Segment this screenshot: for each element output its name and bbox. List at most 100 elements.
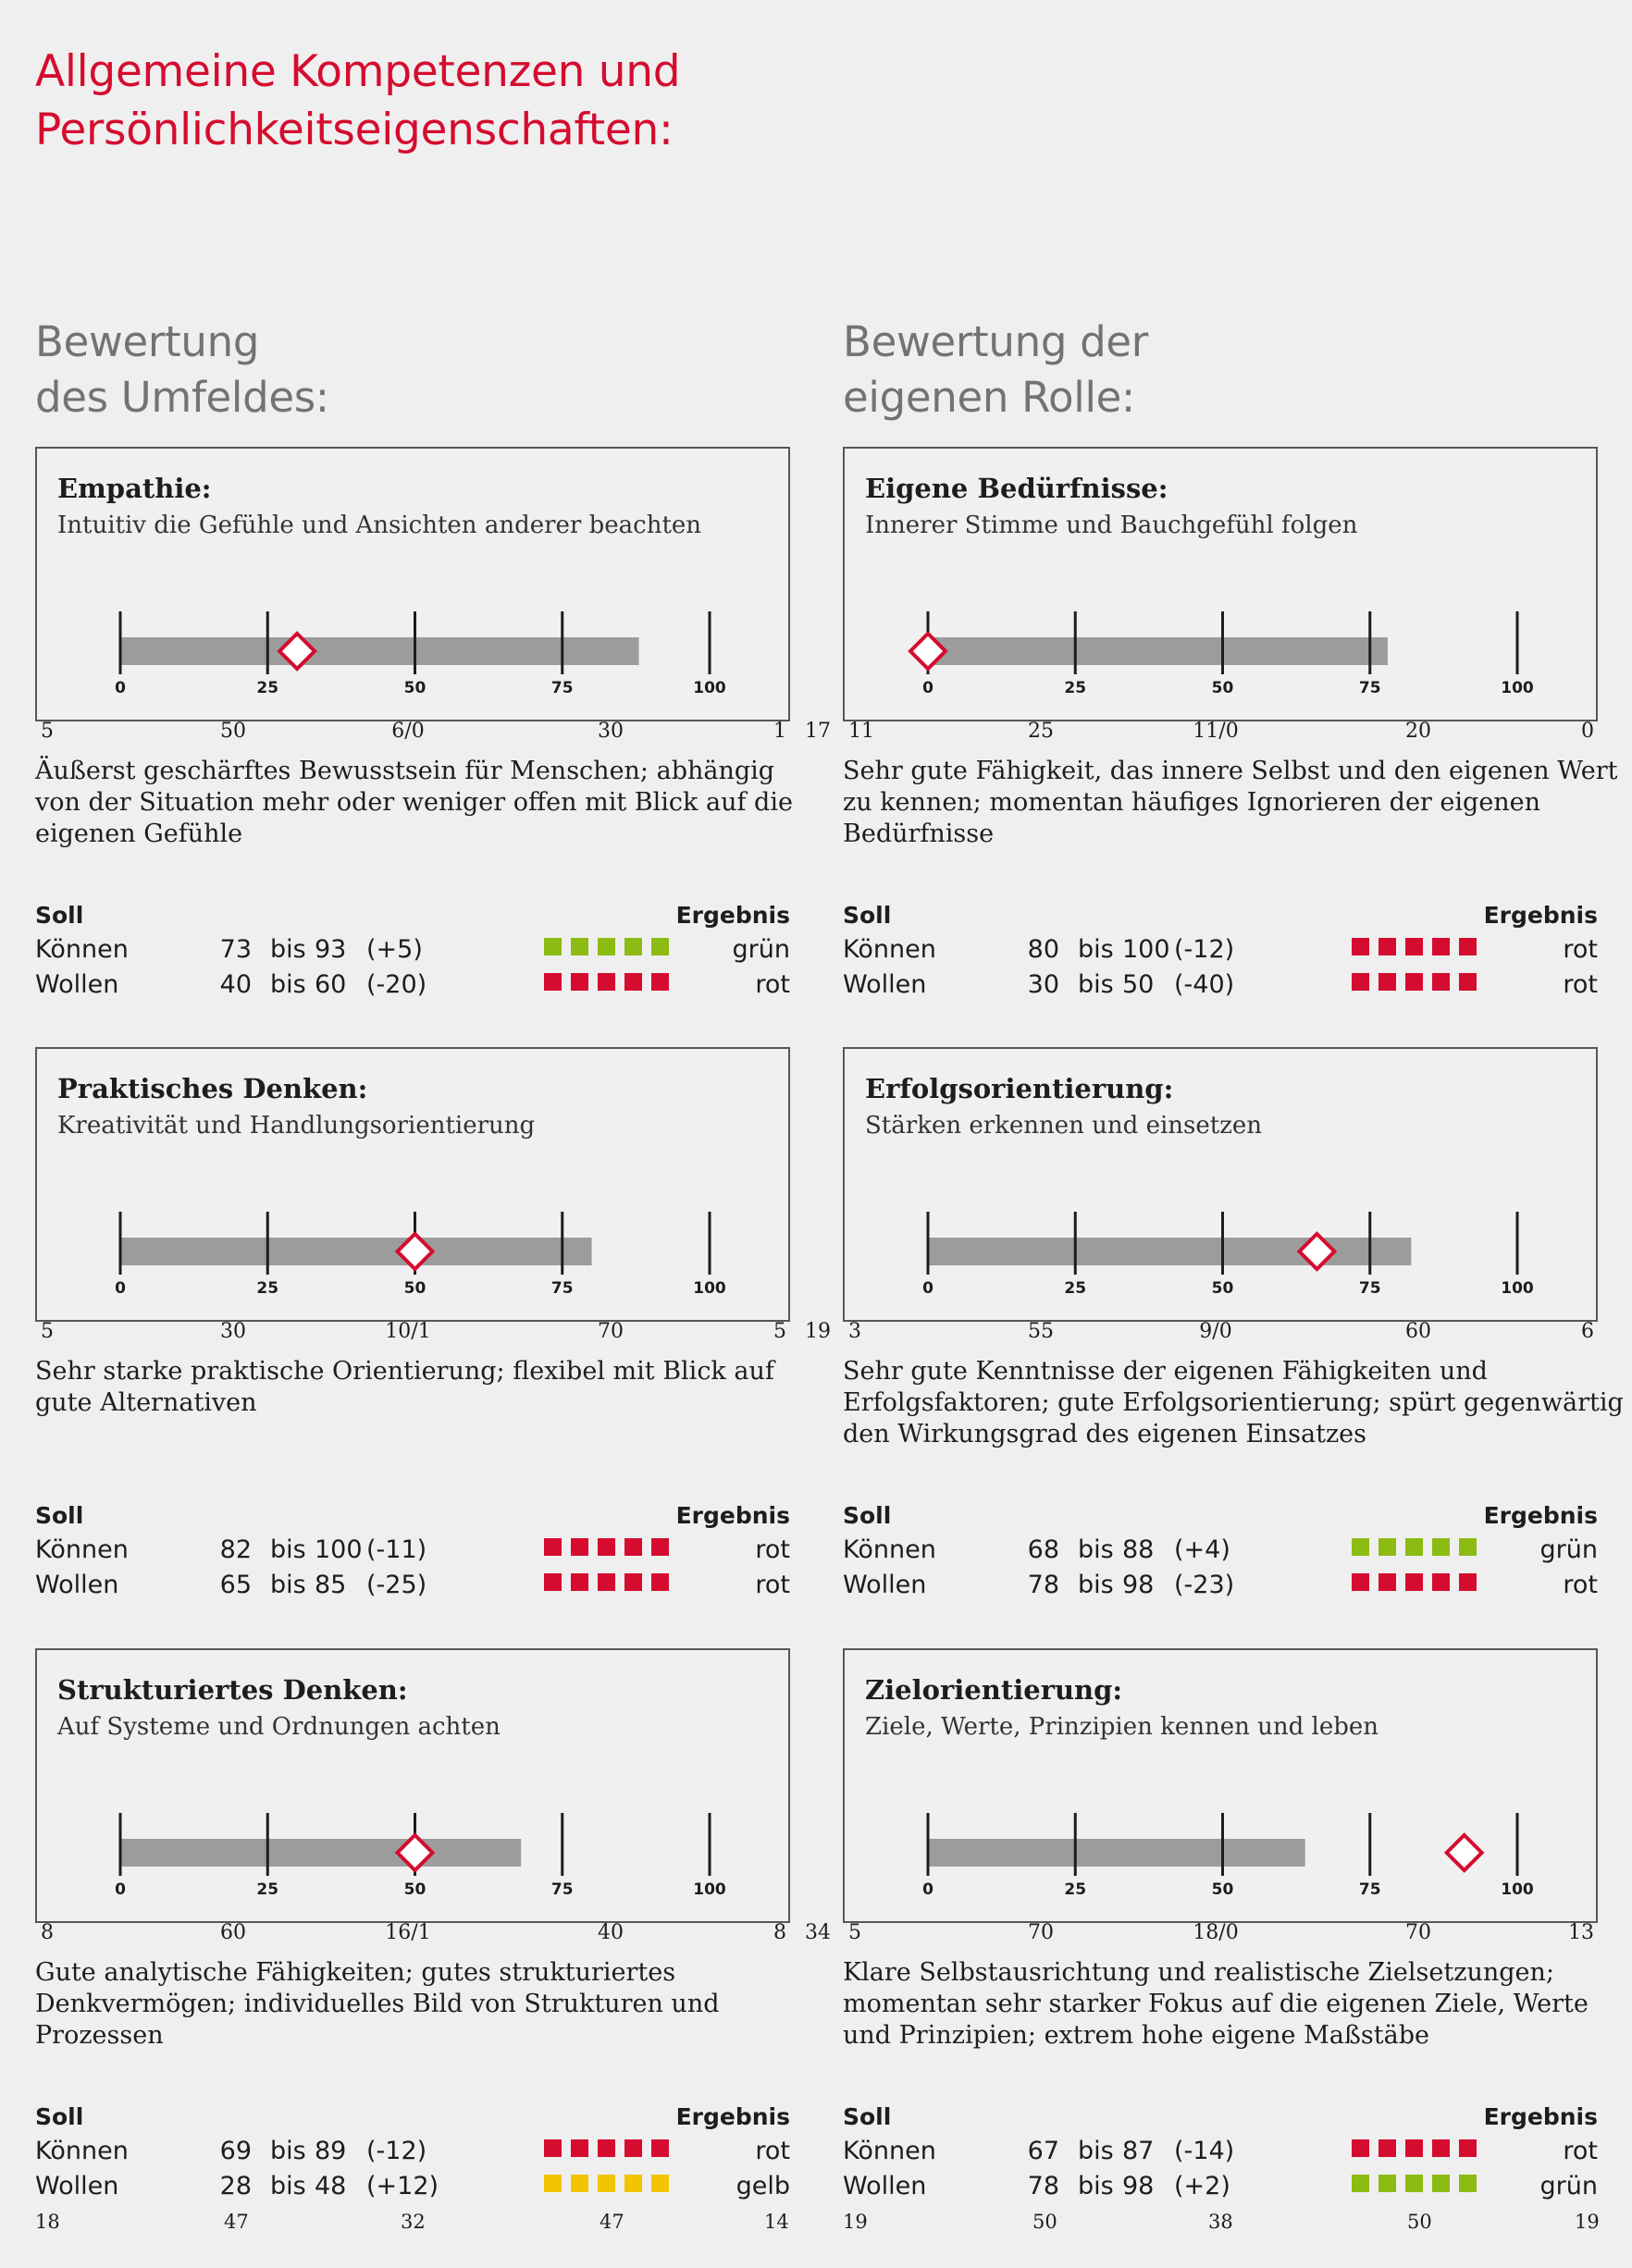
result-squares bbox=[544, 938, 669, 955]
result-row: Wollen 65 bis 85 (-25) rot bbox=[35, 1571, 790, 1606]
competence-box: Zielorientierung: Ziele, Werte, Prinzipie… bbox=[843, 1648, 1598, 1923]
description-line: Denkvermögen; individuelles Bild von Str… bbox=[35, 1990, 720, 2018]
competence-box: Erfolgsorientierung: Stärken erkennen und… bbox=[843, 1047, 1598, 1322]
competence-section: Eigene Bedürfnisse: Innerer Stimme und Ba… bbox=[843, 447, 1617, 999]
result-square bbox=[598, 2139, 615, 2157]
result-row: Wollen 78 bis 98 (-23) rot bbox=[843, 1571, 1598, 1606]
scale-tick-label: 100 bbox=[693, 1279, 726, 1298]
scale-tick-label: 25 bbox=[1064, 679, 1086, 697]
result-row: Können 82 bis 100 (-11) rot bbox=[35, 1535, 790, 1571]
row-to: 87 bbox=[1122, 2137, 1155, 2165]
code-value: 8 bbox=[41, 1921, 54, 1944]
page-title: Allgemeine Kompetenzen und Persönlichkei… bbox=[35, 43, 681, 159]
column-heading-rolle-line-1: Bewertung der bbox=[843, 317, 1148, 366]
score-marker bbox=[908, 631, 948, 672]
row-to: 100 bbox=[1122, 935, 1170, 964]
row-label: Wollen bbox=[843, 2172, 927, 2200]
competence-section: Praktisches Denken: Kreativität und Handl… bbox=[35, 1047, 790, 1599]
soll-label: Soll bbox=[35, 1502, 84, 1529]
row-to: 100 bbox=[315, 1535, 363, 1564]
competence-section: Erfolgsorientierung: Stärken erkennen und… bbox=[843, 1047, 1624, 1599]
column-heading-rolle-line-2: eigenen Rolle: bbox=[843, 373, 1135, 422]
result-squares bbox=[544, 973, 669, 991]
result-square bbox=[624, 2139, 642, 2157]
soll-label: Soll bbox=[35, 902, 84, 929]
result-square bbox=[651, 1538, 669, 1556]
result-row: Wollen 28 bis 48 (+12) gelb bbox=[35, 2172, 790, 2207]
row-to: 48 bbox=[315, 2172, 347, 2200]
row-result: rot bbox=[1563, 935, 1598, 964]
scale-tick-label: 50 bbox=[404, 1279, 427, 1298]
column-heading-umfeld-line-2: des Umfeldes: bbox=[35, 373, 329, 422]
description-line: eigenen Gefühle bbox=[35, 820, 243, 848]
row-result: rot bbox=[755, 2137, 790, 2165]
code-value: 5 bbox=[773, 1320, 786, 1343]
result-square bbox=[1459, 938, 1477, 955]
competence-subtitle: Ziele, Werte, Prinzipien kennen und lebe… bbox=[865, 1713, 1379, 1741]
code-row: 3 55 9/0 60 6 bbox=[843, 1320, 1598, 1353]
code-value: 16/1 bbox=[385, 1921, 431, 1944]
row-from: 68 bbox=[1027, 1535, 1059, 1564]
row-delta: (+12) bbox=[366, 2172, 439, 2200]
competence-box: Strukturiertes Denken: Auf Systeme und Or… bbox=[35, 1648, 790, 1923]
score-bar bbox=[928, 1839, 1305, 1867]
score-marker bbox=[277, 631, 317, 672]
result-square bbox=[624, 938, 642, 955]
row-bis: bis bbox=[270, 2172, 306, 2200]
row-delta: (+5) bbox=[366, 935, 423, 964]
scale-tick-label: 75 bbox=[1359, 1880, 1381, 1899]
result-square bbox=[651, 938, 669, 955]
code-value: 5 bbox=[41, 1320, 54, 1343]
result-square bbox=[544, 2139, 562, 2157]
code-value: 70 bbox=[1028, 1921, 1054, 1944]
ergebnis-label: Ergebnis bbox=[675, 2103, 790, 2130]
row-result: grün bbox=[732, 935, 790, 964]
score-marker bbox=[394, 1832, 436, 1873]
result-row: Können 80 bis 100 (-12) rot bbox=[843, 935, 1598, 970]
result-squares bbox=[1352, 2139, 1477, 2157]
competence-description: Sehr gute Kenntnisse der eigenen Fähigke… bbox=[843, 1356, 1624, 1450]
scale-tick-label: 75 bbox=[551, 1880, 574, 1899]
code-value: 9/0 bbox=[1199, 1320, 1232, 1343]
scale-tick-label: 50 bbox=[1212, 1279, 1234, 1298]
description-line: Prozessen bbox=[35, 2021, 164, 2050]
result-square bbox=[1405, 2139, 1423, 2157]
result-square bbox=[544, 1538, 562, 1556]
scale-tick-label: 0 bbox=[922, 1880, 933, 1899]
description-line: Sehr gute Kenntnisse der eigenen Fähigke… bbox=[843, 1357, 1488, 1386]
result-square bbox=[1405, 1538, 1423, 1556]
description-line: von der Situation mehr oder weniger offe… bbox=[35, 788, 793, 817]
result-square bbox=[598, 973, 615, 991]
result-square bbox=[624, 1573, 642, 1591]
result-row: Wollen 40 bis 60 (-20) rot bbox=[35, 970, 790, 1005]
scale-tick-label: 100 bbox=[1501, 1880, 1534, 1899]
code-row: 5 70 18/0 70 13 bbox=[843, 1921, 1598, 1954]
code-row: 5 30 10/1 70 5 bbox=[35, 1320, 790, 1353]
row-bis: bis bbox=[1078, 2137, 1114, 2165]
scale-tick-label: 25 bbox=[256, 1279, 278, 1298]
code-value: 11/0 bbox=[1193, 720, 1239, 743]
result-square bbox=[651, 973, 669, 991]
row-to: 88 bbox=[1122, 1535, 1155, 1564]
code-value: 30 bbox=[220, 1320, 246, 1343]
scale-tick-label: 25 bbox=[256, 1880, 278, 1899]
row-label: Wollen bbox=[35, 970, 119, 999]
competence-title: Eigene Bedürfnisse: bbox=[865, 473, 1168, 504]
row-label: Wollen bbox=[35, 1571, 119, 1599]
result-square bbox=[1352, 938, 1369, 955]
code-value: 60 bbox=[1405, 1320, 1431, 1343]
scale-tick-label: 50 bbox=[1212, 679, 1234, 697]
competence-section: Zielorientierung: Ziele, Werte, Prinzipie… bbox=[843, 1648, 1598, 2200]
result-row: Können 67 bis 87 (-14) rot bbox=[843, 2137, 1598, 2172]
competence-description: Gute analytische Fähigkeiten; gutes stru… bbox=[35, 1957, 790, 2052]
result-square bbox=[1379, 2175, 1396, 2192]
result-squares bbox=[544, 1538, 669, 1556]
row-from: 78 bbox=[1027, 2172, 1059, 2200]
row-from: 65 bbox=[219, 1571, 252, 1599]
result-square bbox=[624, 2175, 642, 2192]
row-bis: bis bbox=[1078, 1535, 1114, 1564]
code-value: 25 bbox=[1028, 720, 1054, 743]
competence-box: Praktisches Denken: Kreativität und Handl… bbox=[35, 1047, 790, 1322]
footer-number: 50 bbox=[1032, 2211, 1057, 2233]
result-square bbox=[1379, 973, 1396, 991]
